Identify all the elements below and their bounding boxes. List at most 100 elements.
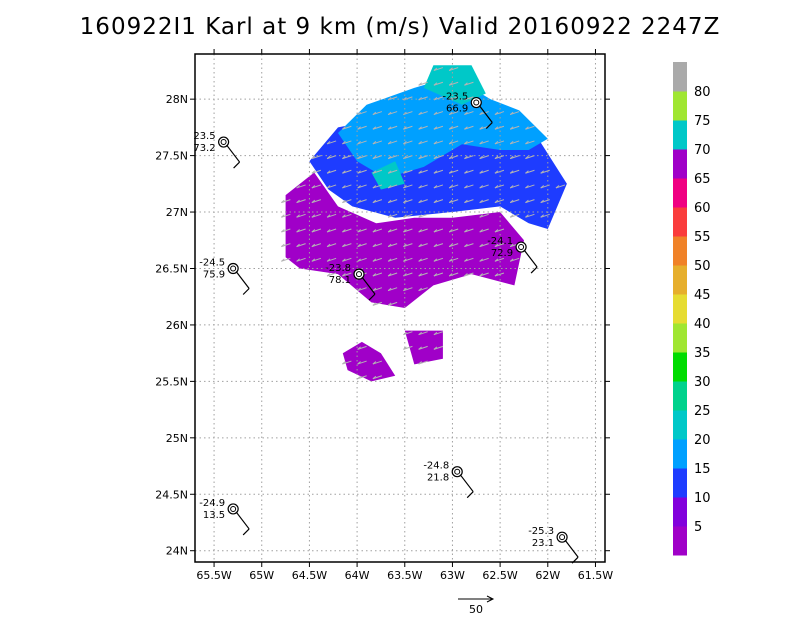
- wind-arrow: [372, 140, 383, 145]
- wind-arrow: [525, 199, 535, 204]
- wind-arrow: [357, 184, 367, 189]
- wind-arrow: [418, 213, 428, 218]
- wind-arrow-head: [342, 229, 346, 233]
- wind-arrow-head: [418, 111, 422, 115]
- wind-arrow-head: [494, 199, 499, 204]
- station-inner-circle: [473, 99, 480, 106]
- wind-arrow: [418, 228, 428, 233]
- wind-arrow-head: [509, 126, 514, 130]
- wind-arrow: [510, 169, 520, 174]
- wind-arrow: [418, 287, 428, 292]
- wind-arrow: [418, 199, 428, 204]
- wind-arrow: [342, 125, 352, 130]
- wind-arrow-head: [448, 155, 453, 159]
- wind-arrow: [418, 140, 428, 145]
- wind-speed-field: [285, 65, 567, 382]
- wind-arrow: [372, 228, 383, 233]
- wind-arrow: [433, 331, 444, 336]
- wind-arrow-head: [448, 243, 453, 248]
- y-tick-label: 27N: [166, 206, 188, 219]
- wind-arrow-head: [464, 141, 468, 145]
- wind-arrow-head: [433, 82, 438, 86]
- wind-arrow: [464, 199, 474, 204]
- wind-arrow-head: [525, 185, 529, 189]
- wind-arrow: [403, 140, 413, 145]
- wind-arrow-head: [326, 155, 331, 159]
- wind-arrow: [296, 199, 306, 204]
- wind-arrow-head: [326, 229, 331, 233]
- wind-arrow-head: [418, 361, 422, 365]
- wind-arrow-head: [418, 199, 422, 204]
- wind-barb-flag: [242, 288, 250, 295]
- colorbar-label: 55: [694, 230, 711, 245]
- wind-arrow-head: [281, 199, 285, 204]
- colorbar-label: 60: [694, 201, 711, 216]
- wind-arrow-head: [418, 82, 422, 86]
- wind-arrow: [311, 169, 322, 174]
- wind-arrow: [403, 345, 413, 350]
- wind-arrow-head: [464, 126, 468, 130]
- wind-arrow: [311, 155, 322, 160]
- wind-arrow: [281, 228, 291, 233]
- wind-arrow-head: [357, 111, 361, 115]
- wind-arrow: [418, 81, 428, 86]
- wind-arrow-head: [479, 243, 483, 248]
- wind-arrow-head: [479, 155, 483, 159]
- wind-arrow-head: [464, 273, 468, 277]
- station-value-bottom: 66.9: [446, 104, 468, 115]
- wind-arrow: [555, 184, 566, 189]
- wind-arrow: [479, 213, 489, 218]
- wind-arrow-head: [403, 126, 407, 130]
- station-value-top: -23.5: [442, 92, 468, 103]
- wind-arrow-head: [479, 185, 483, 189]
- wind-arrow-head: [372, 229, 377, 233]
- wind-arrow-head: [540, 170, 545, 174]
- wind-arrow: [372, 125, 383, 130]
- wind-arrow: [494, 169, 505, 174]
- wind-arrow: [342, 243, 352, 248]
- wind-arrow-head: [403, 97, 407, 101]
- wind-barb-shaft: [478, 105, 493, 123]
- wind-arrow-head: [281, 258, 285, 262]
- wind-arrow-head: [311, 214, 316, 218]
- wind-arrow: [449, 272, 459, 277]
- wind-arrow: [418, 243, 428, 248]
- wind-arrow-head: [311, 258, 316, 262]
- wind-arrow-head: [494, 170, 499, 174]
- wind-arrow-head: [311, 229, 316, 233]
- wind-arrow-head: [387, 199, 392, 204]
- wind-arrow: [510, 140, 520, 145]
- wind-arrow: [433, 184, 444, 189]
- wind-arrow: [464, 228, 474, 233]
- observation-station: -24.575.9: [199, 257, 250, 295]
- wind-arrow: [372, 272, 383, 277]
- wind-arrow-head: [418, 97, 422, 101]
- station-outer-circle: [470, 96, 482, 109]
- wind-arrow-head: [509, 111, 514, 115]
- wind-arrow-head: [311, 243, 316, 248]
- wind-arrow-head: [448, 170, 453, 174]
- wind-arrow-head: [403, 199, 407, 204]
- wind-arrow-head: [479, 126, 483, 130]
- colorbar-segment: [673, 236, 687, 266]
- wind-arrow: [372, 287, 383, 292]
- wind-arrow-head: [372, 258, 377, 262]
- wind-arrow-head: [357, 346, 361, 350]
- wind-arrow: [449, 228, 459, 233]
- wind-arrow: [342, 199, 352, 204]
- wind-arrow: [387, 228, 398, 233]
- wind-arrow: [540, 213, 550, 218]
- wind-arrow-head: [509, 141, 514, 145]
- wind-arrow: [464, 81, 474, 86]
- y-tick-label: 28N: [166, 93, 188, 106]
- wind-arrow-head: [387, 302, 392, 306]
- wind-arrow: [510, 184, 520, 189]
- colorbar-segment: [673, 149, 687, 179]
- wind-arrow-head: [403, 185, 407, 189]
- wind-arrow: [403, 184, 413, 189]
- wind-arrow: [357, 140, 367, 145]
- x-tick-label: 64W: [345, 569, 370, 582]
- reference-vector-label: 50: [469, 603, 483, 616]
- wind-arrow: [342, 169, 352, 174]
- colorbar-label: 75: [694, 114, 711, 129]
